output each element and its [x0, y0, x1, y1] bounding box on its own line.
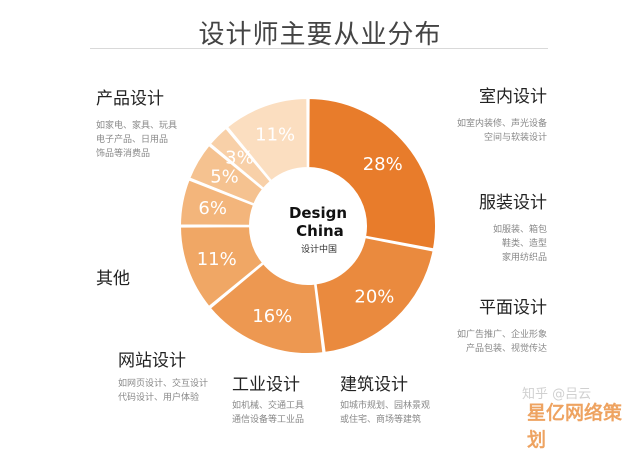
desc-line: 代码设计、用户体验: [118, 393, 200, 403]
logo-line-cn: 设计中国: [301, 243, 337, 255]
category-fashion: 服装设计 如服装、箱包 鞋类、造型 家用纺织品: [479, 188, 547, 265]
category-name: 平面设计: [479, 298, 547, 318]
category-desc: 如室内装修、声光设备 空间与软装设计: [457, 117, 547, 145]
desc-line: 鞋类、造型: [501, 239, 547, 249]
page-title: 设计师主要从业分布: [198, 20, 442, 50]
title-divider: [90, 48, 548, 49]
desc-line: 如家电、家具、玩具: [96, 121, 178, 131]
donut-chart: 28%20%16%11%6%5%3%11% Design China 设计中国: [178, 96, 437, 355]
desc-line: 饰品等消费品: [96, 149, 151, 159]
category-name: 服装设计: [479, 193, 547, 213]
category-arch: 建筑设计 如城市规划、园林景观 或住宅、商场等建筑: [340, 370, 430, 427]
desc-line: 如网页设计、交互设计: [118, 379, 209, 389]
category-desc: 如服装、箱包 鞋类、造型 家用纺织品: [479, 223, 547, 265]
category-product: 产品设计 如家电、家具、玩具 电子产品、日用品 饰品等消费品: [96, 84, 177, 161]
donut-slice-labels: 28%20%16%11%6%5%3%11%: [197, 125, 403, 327]
desc-line: 如广告推广、企业形象: [456, 330, 547, 340]
slice-value-label: 11%: [255, 125, 295, 146]
desc-line: 如机械、交通工具: [232, 401, 305, 411]
logo-line-china: China: [296, 222, 344, 240]
category-desc: 如机械、交通工具 通信设备等工业品: [232, 399, 304, 427]
slice-value-label: 20%: [354, 287, 394, 308]
watermark-zhihu: 知乎 @吕云: [522, 387, 592, 402]
category-desc: 如网页设计、交互设计 代码设计、用户体验: [118, 377, 208, 405]
slice-value-label: 6%: [198, 198, 227, 219]
desc-line: 家用纺织品: [501, 253, 547, 263]
slice-value-label: 5%: [210, 167, 239, 188]
donut-slice: [208, 261, 325, 355]
desc-line: 电子产品、日用品: [96, 135, 169, 145]
desc-line: 如服装、箱包: [492, 225, 547, 235]
desc-line: 如室内装修、声光设备: [456, 119, 547, 129]
category-desc: 如城市规划、园林景观 或住宅、商场等建筑: [340, 399, 430, 427]
category-graphic: 平面设计 如广告推广、企业形象 产品包装、视觉传达: [457, 293, 547, 356]
desc-line: 如城市规划、园林景观: [340, 401, 431, 411]
infographic: 设计师主要从业分布 28% 20% 16% 11% 6% 5% 3% 11% Design C…: [90, 20, 623, 451]
desc-line: 或住宅、商场等建筑: [340, 415, 422, 425]
category-name: 其他: [96, 269, 130, 289]
slice-value-label: 11%: [197, 249, 237, 270]
category-name: 工业设计: [232, 375, 300, 395]
category-other: 其他: [96, 264, 130, 289]
logo-line-design: Design: [289, 204, 347, 222]
category-name: 网站设计: [118, 351, 186, 371]
slice-value-label: 28%: [363, 154, 403, 175]
desc-line: 产品包装、视觉传达: [465, 344, 547, 354]
slice-value-label: 3%: [225, 147, 254, 168]
watermark-brand: 星亿网络策划: [527, 402, 623, 451]
desc-line: 空间与软装设计: [483, 133, 547, 143]
slice-value-label: 16%: [252, 306, 292, 327]
category-name: 建筑设计: [340, 375, 408, 395]
category-desc: 如家电、家具、玩具 电子产品、日用品 饰品等消费品: [96, 119, 177, 161]
category-industrial: 工业设计 如机械、交通工具 通信设备等工业品: [232, 370, 304, 427]
category-name: 室内设计: [479, 87, 547, 107]
category-web: 网站设计 如网页设计、交互设计 代码设计、用户体验: [118, 346, 208, 405]
donut-center: [250, 168, 366, 284]
category-desc: 如广告推广、企业形象 产品包装、视觉传达: [457, 328, 547, 356]
category-interior: 室内设计 如室内装修、声光设备 空间与软装设计: [457, 82, 547, 145]
desc-line: 通信设备等工业品: [232, 415, 305, 425]
category-name: 产品设计: [96, 89, 164, 109]
